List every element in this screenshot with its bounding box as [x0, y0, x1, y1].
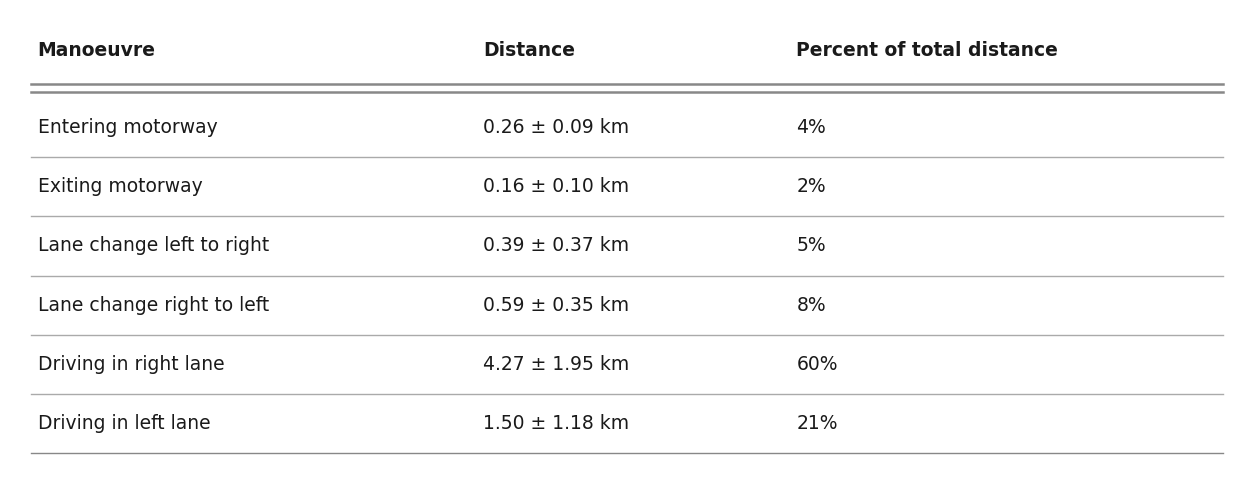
Text: Driving in left lane: Driving in left lane [38, 414, 211, 433]
Text: 0.16 ± 0.10 km: 0.16 ± 0.10 km [483, 177, 630, 196]
Text: Distance: Distance [483, 41, 574, 60]
Text: 2%: 2% [796, 177, 826, 196]
Text: 4%: 4% [796, 118, 826, 137]
Text: Exiting motorway: Exiting motorway [38, 177, 202, 196]
Text: Driving in right lane: Driving in right lane [38, 355, 224, 374]
Text: 0.59 ± 0.35 km: 0.59 ± 0.35 km [483, 296, 630, 315]
Text: 4.27 ± 1.95 km: 4.27 ± 1.95 km [483, 355, 630, 374]
Text: Lane change right to left: Lane change right to left [38, 296, 268, 315]
Text: 0.39 ± 0.37 km: 0.39 ± 0.37 km [483, 237, 630, 255]
Text: 0.26 ± 0.09 km: 0.26 ± 0.09 km [483, 118, 630, 137]
Text: 5%: 5% [796, 237, 826, 255]
Text: 21%: 21% [796, 414, 838, 433]
Text: Manoeuvre: Manoeuvre [38, 41, 155, 60]
Text: Lane change left to right: Lane change left to right [38, 237, 268, 255]
Text: 60%: 60% [796, 355, 838, 374]
Text: 8%: 8% [796, 296, 826, 315]
Text: 1.50 ± 1.18 km: 1.50 ± 1.18 km [483, 414, 630, 433]
Text: Percent of total distance: Percent of total distance [796, 41, 1058, 60]
Text: Entering motorway: Entering motorway [38, 118, 217, 137]
